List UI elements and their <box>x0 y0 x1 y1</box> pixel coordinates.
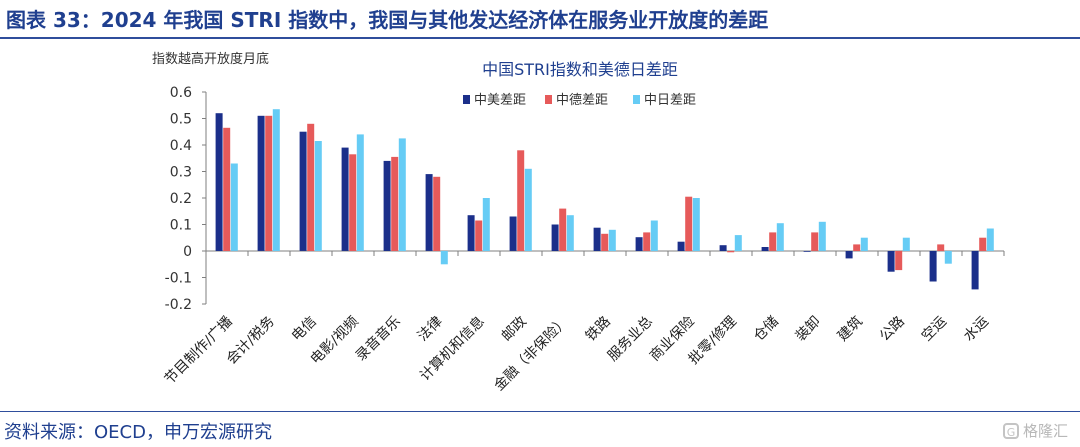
x-tick-label: 节目制作/广播 <box>162 314 236 388</box>
watermark-logo-icon: G <box>1002 422 1019 439</box>
bar <box>215 113 223 251</box>
bar <box>685 196 693 251</box>
legend-swatch <box>463 95 470 104</box>
bar <box>769 232 777 251</box>
bar <box>895 251 903 271</box>
footer-rule <box>0 411 1080 412</box>
y-tick-label: 0 <box>183 244 192 260</box>
watermark-text: 格隆汇 <box>1022 422 1068 440</box>
x-tick-label: 水运 <box>961 314 992 345</box>
bar <box>356 134 364 251</box>
x-tick-label: 金融（非保险） <box>491 314 572 395</box>
x-tick-label: 铁路 <box>583 314 614 345</box>
bar <box>692 198 700 251</box>
bar <box>902 237 910 251</box>
bar <box>593 227 601 251</box>
bar <box>475 220 483 251</box>
legend-swatch <box>633 95 640 104</box>
bar <box>566 215 574 251</box>
bar <box>803 251 811 252</box>
y-tick-label: 0.5 <box>170 112 192 128</box>
bar <box>440 251 448 265</box>
bar <box>383 160 391 251</box>
bar <box>887 251 895 272</box>
bar <box>677 241 685 251</box>
y-tick-label: 0.2 <box>170 191 192 207</box>
watermark: G 格隆汇 <box>1002 420 1068 441</box>
bar <box>307 123 315 251</box>
bar <box>482 198 490 251</box>
bar <box>811 232 819 251</box>
bar <box>635 237 643 251</box>
bar <box>425 174 433 251</box>
x-tick-label: 仓储 <box>751 314 782 345</box>
bar <box>971 251 979 290</box>
legend-swatch <box>545 95 552 104</box>
bar <box>230 163 238 251</box>
x-tick-label: 公路 <box>877 314 908 345</box>
bar <box>524 168 532 251</box>
bar <box>929 251 937 282</box>
bar <box>272 109 280 251</box>
bar <box>467 215 475 251</box>
bar <box>257 115 265 251</box>
source-note: 资料来源：OECD，申万宏源研究 <box>4 422 272 443</box>
bar <box>349 154 357 251</box>
bar <box>314 141 322 251</box>
x-tick-label: 邮政 <box>499 314 530 345</box>
y-tick-label: -0.2 <box>165 297 192 313</box>
bar <box>727 251 735 253</box>
x-tick-label: 法律 <box>415 314 446 345</box>
x-tick-label: 服务业总 <box>605 314 656 365</box>
bar <box>818 221 826 251</box>
bar <box>433 176 441 251</box>
x-tick-label: 电信 <box>289 314 320 345</box>
bar <box>608 229 616 251</box>
bar <box>853 244 861 251</box>
bar <box>776 223 784 251</box>
bar <box>391 156 399 251</box>
bar <box>650 220 658 251</box>
bar <box>986 228 994 251</box>
y-axis-label: 指数越高开放度月底 <box>152 51 269 67</box>
y-tick-label: 0.1 <box>170 218 192 234</box>
bar <box>341 147 349 251</box>
title-rule <box>0 37 1080 39</box>
y-tick-label: -0.1 <box>165 271 192 287</box>
bar <box>551 224 559 251</box>
legend-label: 中美差距 <box>474 93 526 108</box>
figure-title: 图表 33：2024 年我国 STRI 指数中，我国与其他发达经济体在服务业开放… <box>6 8 769 32</box>
bar <box>509 216 517 251</box>
x-tick-label: 空运 <box>919 314 950 345</box>
legend-label: 中日差距 <box>644 93 696 108</box>
bar <box>937 244 945 251</box>
bar <box>845 251 853 259</box>
bar <box>734 235 742 251</box>
bar <box>860 237 868 251</box>
x-tick-label: 装卸 <box>793 314 824 345</box>
y-tick-label: 0.3 <box>170 165 192 181</box>
bar <box>719 245 727 251</box>
bar <box>643 232 651 251</box>
y-tick-label: 0.4 <box>170 138 192 154</box>
bar <box>223 127 231 251</box>
bar <box>517 150 525 251</box>
legend-label: 中德差距 <box>556 93 608 108</box>
x-tick-label: 录音音乐 <box>352 313 404 365</box>
chart-title: 中国STRI指数和美德日差距 <box>482 60 678 79</box>
y-tick-label: 0.6 <box>170 85 192 101</box>
bar <box>398 138 406 251</box>
bar <box>559 208 567 251</box>
bar <box>761 247 769 251</box>
x-tick-label: 建筑 <box>835 314 866 345</box>
bar <box>601 233 609 251</box>
bar <box>299 131 307 251</box>
bar <box>979 237 987 251</box>
bar <box>944 251 952 264</box>
bar <box>265 115 273 251</box>
